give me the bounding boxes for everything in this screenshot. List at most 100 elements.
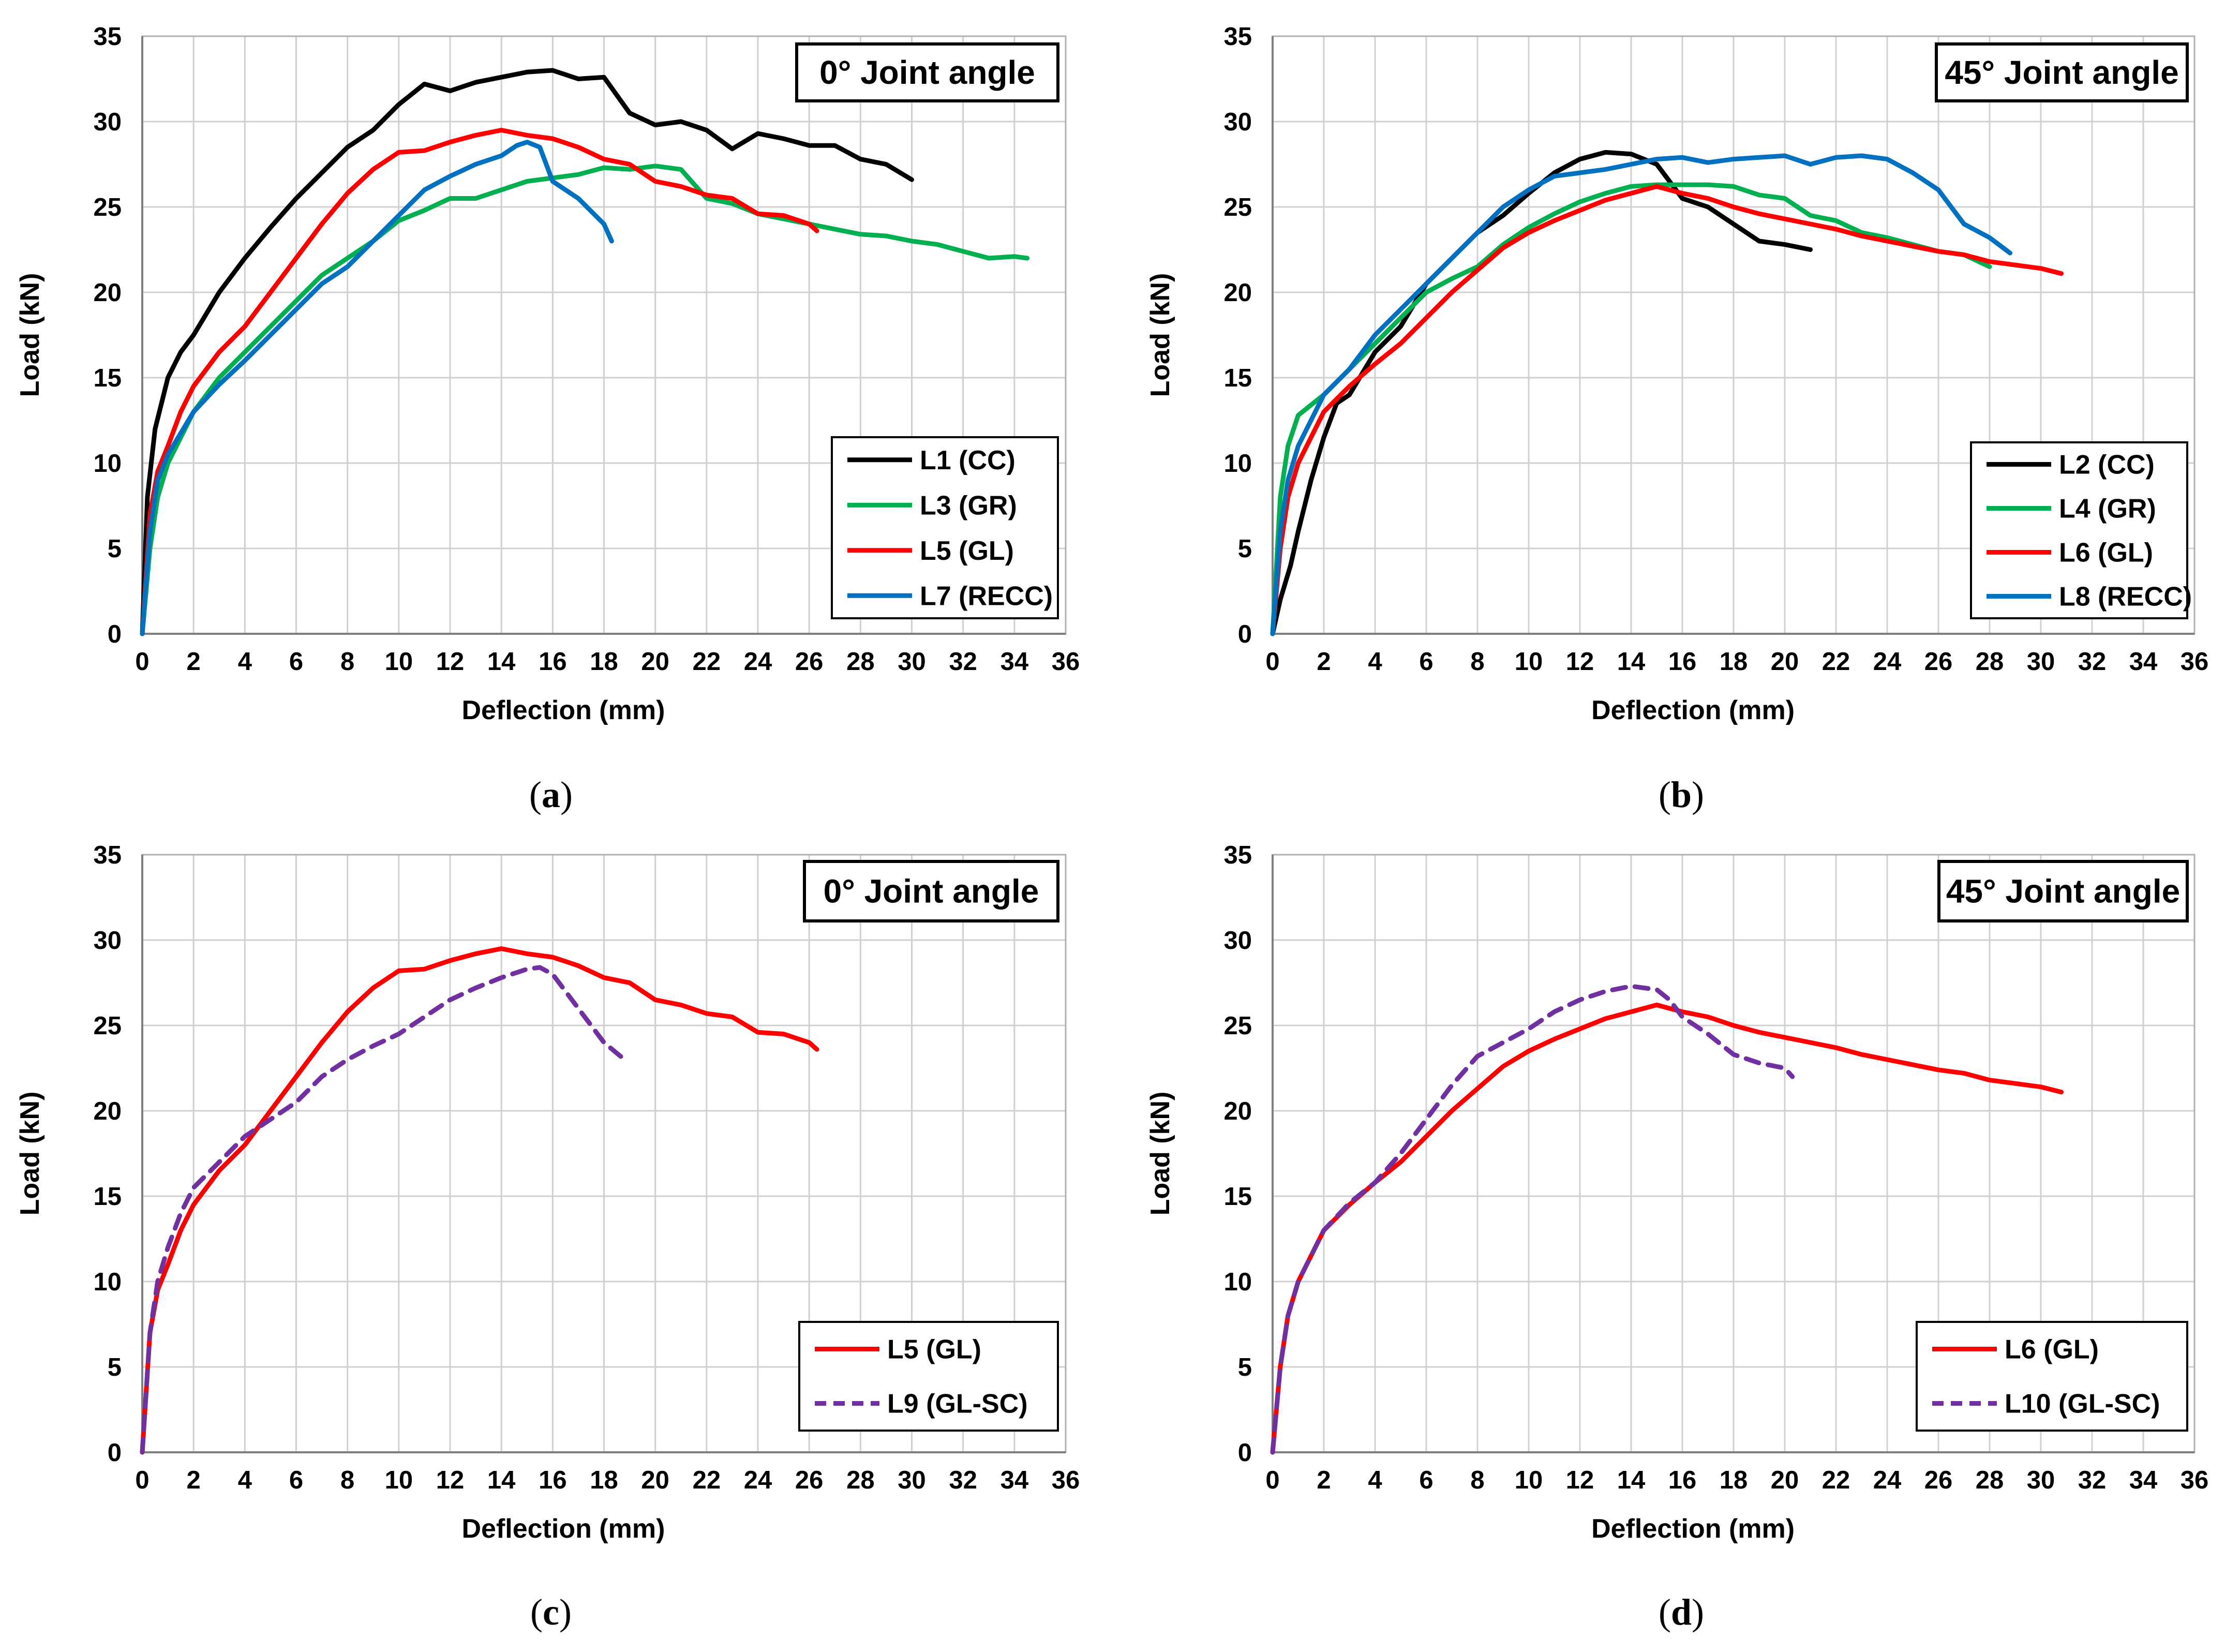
y-tick-label: 30: [1223, 927, 1252, 955]
x-tick-label: 36: [1052, 1466, 1080, 1494]
x-tick-label: 18: [1720, 1466, 1748, 1494]
x-tick-label: 14: [1617, 1466, 1646, 1494]
y-tick-label: 20: [1223, 1097, 1252, 1125]
legend-label: L3 (GR): [920, 490, 1017, 520]
y-tick-label: 0: [1238, 620, 1252, 648]
y-tick-label: 20: [93, 1097, 122, 1125]
x-tick-label: 12: [1566, 648, 1594, 676]
y-axis-title: Load (kN): [15, 1092, 45, 1216]
legend-label: L9 (GL-SC): [887, 1389, 1028, 1419]
legend-label: L1 (CC): [920, 445, 1016, 475]
x-tick-label: 26: [795, 1466, 824, 1494]
y-tick-label: 20: [1223, 279, 1252, 307]
x-tick-label: 24: [744, 1466, 772, 1494]
joint-angle-label: 45° Joint angle: [1946, 873, 2180, 910]
series-line-l9-gl-sc: [140, 965, 627, 1455]
panel-caption: (b): [1659, 774, 1704, 815]
joint-angle-box: [1937, 860, 2189, 922]
panel-caption-letter: c: [543, 1591, 559, 1633]
y-tick-label: 10: [93, 1268, 122, 1296]
x-tick-label: 4: [238, 648, 252, 676]
chart-panel-b: 0 2 4 6 8 10 12 14 16 18 20 22 24 26 28 30 32 34 360510152…: [1145, 23, 2208, 815]
series-line-l7-recc: [140, 140, 614, 636]
x-tick-label: 6: [289, 1466, 303, 1494]
joint-angle-label: 0° Joint angle: [824, 873, 1039, 910]
x-tick-label: 10: [1515, 1466, 1543, 1494]
joint-angle-box: [795, 42, 1059, 102]
legend-label: L7 (RECC): [920, 581, 1053, 611]
series-line-l1-cc: [140, 68, 914, 636]
y-axis-title: Load (kN): [1145, 1092, 1175, 1216]
x-tick-label: 32: [2078, 648, 2107, 676]
y-tick-label: 15: [1223, 364, 1252, 392]
x-tick-label: 10: [385, 648, 413, 676]
x-tick-label: 10: [385, 1466, 413, 1494]
series-line-l8-recc: [1270, 153, 2013, 636]
x-axis-title: Deflection (mm): [1591, 695, 1795, 725]
legend-label: L10 (GL-SC): [2005, 1389, 2160, 1419]
x-tick-label: 20: [1771, 1466, 1799, 1494]
x-tick-label: 0: [135, 648, 149, 676]
x-tick-label: 18: [590, 648, 618, 676]
x-tick-label: 8: [340, 648, 354, 676]
x-axis-title: Deflection (mm): [1591, 1514, 1795, 1544]
x-tick-label: 22: [693, 648, 721, 676]
x-tick-label: 22: [693, 1466, 721, 1494]
x-tick-label: 6: [1419, 1466, 1433, 1494]
x-tick-label: 0: [1265, 648, 1279, 676]
x-tick-label: 14: [487, 648, 516, 676]
y-tick-label: 25: [1223, 194, 1252, 221]
y-tick-label: 35: [1223, 841, 1252, 869]
x-tick-label: 0: [1265, 1466, 1279, 1494]
y-tick-label: 15: [93, 364, 122, 392]
x-tick-label: 6: [1419, 648, 1433, 676]
x-tick-label: 28: [1976, 1466, 2004, 1494]
x-tick-label: 4: [238, 1466, 252, 1494]
x-tick-label: 14: [1617, 648, 1646, 676]
panel-caption: (c): [530, 1591, 572, 1633]
x-tick-label: 16: [1668, 648, 1697, 676]
x-tick-label: 8: [1470, 648, 1484, 676]
x-tick-label: 16: [539, 648, 567, 676]
y-tick-label: 35: [1223, 23, 1252, 51]
y-tick-label: 25: [93, 194, 122, 221]
y-tick-label: 0: [1238, 1439, 1252, 1467]
x-tick-label: 4: [1368, 1466, 1382, 1494]
x-tick-label: 36: [2181, 648, 2209, 676]
panel-caption: (a): [529, 774, 573, 815]
legend-box: [1916, 1321, 2188, 1432]
x-axis-title: Deflection (mm): [461, 695, 665, 725]
y-tick-label: 10: [93, 450, 122, 478]
x-tick-label: 30: [2027, 648, 2055, 676]
series-line-l2-cc: [1270, 150, 1813, 636]
chart-panel-d: 0 2 4 6 8 10 12 14 16 18 20 22 24 26 28 30 32 34 360510152…: [1145, 841, 2208, 1633]
legend-label: L8 (RECC): [2059, 582, 2192, 612]
panel-caption-letter: b: [1671, 774, 1692, 815]
x-tick-label: 34: [1000, 1466, 1029, 1494]
legend-label: L5 (GL): [920, 536, 1014, 566]
y-tick-label: 0: [108, 1439, 122, 1467]
legend-box: [798, 1321, 1059, 1432]
x-tick-label: 6: [289, 648, 303, 676]
panel-caption: (d): [1659, 1591, 1704, 1633]
x-tick-label: 30: [898, 648, 926, 676]
x-tick-label: 14: [487, 1466, 516, 1494]
x-tick-label: 24: [744, 648, 772, 676]
y-tick-label: 30: [93, 927, 122, 955]
legend-box: [1970, 441, 2188, 619]
x-tick-label: 32: [949, 648, 977, 676]
x-tick-label: 28: [846, 1466, 875, 1494]
x-tick-label: 26: [1924, 1466, 1953, 1494]
x-tick-label: 34: [2129, 1466, 2158, 1494]
joint-angle-label: 0° Joint angle: [819, 54, 1035, 91]
y-tick-label: 5: [108, 1353, 122, 1381]
y-tick-label: 30: [1223, 108, 1252, 136]
y-tick-label: 10: [1223, 1268, 1252, 1296]
series-line-l6-gl: [1270, 184, 2064, 636]
x-tick-label: 30: [2027, 1466, 2055, 1494]
x-tick-label: 18: [1720, 648, 1748, 676]
x-tick-label: 20: [641, 648, 669, 676]
chart-panel-c: 0 2 4 6 8 10 12 14 16 18 20 22 24 26 28 30 32 34 360510152…: [15, 841, 1080, 1633]
x-tick-label: 32: [2078, 1466, 2107, 1494]
x-tick-label: 12: [436, 1466, 465, 1494]
